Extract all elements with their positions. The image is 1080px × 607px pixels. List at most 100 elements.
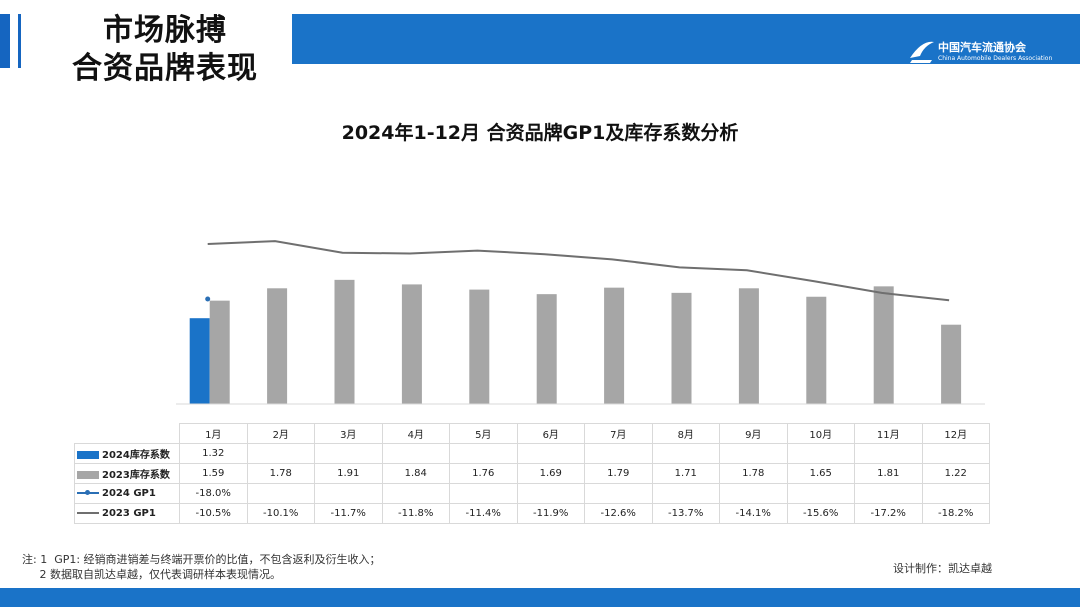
table-cell bbox=[381, 443, 450, 464]
table-cell: -14.1% bbox=[719, 503, 788, 524]
table-cell bbox=[651, 483, 720, 504]
table-cell bbox=[921, 483, 990, 504]
table-cell: -13.7% bbox=[651, 503, 720, 524]
table-cell: 1.81 bbox=[854, 463, 923, 484]
table-cell: -11.7% bbox=[314, 503, 383, 524]
table-cell: -11.4% bbox=[449, 503, 518, 524]
page-title-line1: 市场脉搏 bbox=[103, 13, 227, 48]
accent-bar bbox=[0, 14, 10, 68]
month-label: 7月 bbox=[584, 423, 653, 444]
table-cell bbox=[449, 443, 518, 464]
page-title: 市场脉搏 合资品牌表现 bbox=[40, 12, 290, 88]
table-header-row: 1月 2月 3月 4月 5月 6月 7月 8月 9月 10月 11月 12月 bbox=[74, 423, 990, 444]
table-cell: -10.5% bbox=[179, 503, 248, 524]
bar-2024-1 bbox=[189, 318, 210, 404]
table-cell: 1.84 bbox=[381, 463, 450, 484]
table-cell: 1.22 bbox=[921, 463, 990, 484]
table-cell bbox=[246, 443, 315, 464]
legend-key-bar bbox=[77, 451, 99, 459]
bar-2023-12 bbox=[941, 324, 962, 404]
table-cell bbox=[516, 483, 585, 504]
legend-entry: 2024库存系数 bbox=[74, 443, 180, 464]
legend-label: 2023 GP1 bbox=[102, 508, 156, 519]
month-label: 6月 bbox=[516, 423, 585, 444]
table-cell: 1.78 bbox=[246, 463, 315, 484]
month-label: 5月 bbox=[449, 423, 518, 444]
table-cell: 1.71 bbox=[651, 463, 720, 484]
table-cell bbox=[314, 443, 383, 464]
table-cell bbox=[854, 443, 923, 464]
bar-2023-5 bbox=[469, 289, 490, 404]
table-cell: 1.69 bbox=[516, 463, 585, 484]
month-label: 4月 bbox=[381, 423, 450, 444]
table-cell bbox=[786, 443, 855, 464]
legend-key-dotline bbox=[77, 490, 99, 495]
table-row: 2024 GP1 -18.0% bbox=[74, 483, 990, 504]
month-label: 1月 bbox=[179, 423, 248, 444]
table-cell bbox=[449, 483, 518, 504]
accent-bar-thin bbox=[18, 14, 21, 68]
point-2024-gp1-1 bbox=[205, 296, 211, 302]
table-row: 2023库存系数 1.59 1.78 1.91 1.84 1.76 1.69 1.79 1.71… bbox=[74, 463, 990, 484]
table-cell bbox=[516, 443, 585, 464]
table-row: 2023 GP1 -10.5% -10.1% -11.7% -11.8% -11.4% -1… bbox=[74, 503, 990, 524]
month-label: 2月 bbox=[246, 423, 315, 444]
legend-entry: 2024 GP1 bbox=[74, 483, 180, 504]
table-cell bbox=[651, 443, 720, 464]
table-row: 2024库存系数 1.32 bbox=[74, 443, 990, 464]
table-cell: 1.65 bbox=[786, 463, 855, 484]
data-table: 1月 2月 3月 4月 5月 6月 7月 8月 9月 10月 11月 12月 2024库存系数 1.32 2… bbox=[74, 423, 990, 524]
bar-2023-9 bbox=[738, 288, 759, 404]
table-cell bbox=[786, 483, 855, 504]
legend-entry: 2023库存系数 bbox=[74, 463, 180, 484]
legend-label: 2024库存系数 bbox=[102, 450, 170, 461]
bar-2023-11 bbox=[873, 286, 894, 404]
table-cell: 1.91 bbox=[314, 463, 383, 484]
bar-2023-2 bbox=[267, 288, 288, 404]
table-cell: -10.1% bbox=[246, 503, 315, 524]
table-cell: 1.32 bbox=[179, 443, 248, 464]
footnote-line2: 2 数据取自凯达卓越，仅代表调研样本表现情况。 bbox=[22, 568, 281, 581]
footnote: 注: 1 GP1: 经销商进销差与终端开票价的比值，不包含返利及衍生收入； 2 … bbox=[22, 552, 381, 582]
table-cell bbox=[854, 483, 923, 504]
table-cell bbox=[719, 483, 788, 504]
bar-2023-7 bbox=[604, 287, 625, 404]
legend-key-line bbox=[77, 512, 99, 514]
month-label: 12月 bbox=[921, 423, 990, 444]
month-label: 9月 bbox=[719, 423, 788, 444]
cada-logo-icon bbox=[910, 41, 934, 63]
table-cell bbox=[719, 443, 788, 464]
bar-2023-6 bbox=[536, 294, 557, 404]
table-cell: 1.79 bbox=[584, 463, 653, 484]
month-label: 11月 bbox=[854, 423, 923, 444]
table-cell: -15.6% bbox=[786, 503, 855, 524]
table-cell bbox=[921, 443, 990, 464]
line-2023-gp1 bbox=[207, 240, 950, 302]
legend-label: 2024 GP1 bbox=[102, 488, 156, 499]
table-cell: -17.2% bbox=[854, 503, 923, 524]
table-corner bbox=[74, 423, 180, 444]
legend-key-bar bbox=[77, 471, 99, 479]
bar-2023-10 bbox=[806, 296, 827, 404]
chart-title: 2024年1-12月 合资品牌GP1及库存系数分析 bbox=[341, 122, 739, 144]
table-cell bbox=[584, 443, 653, 464]
design-credit: 设计制作：凯达卓越 bbox=[893, 562, 992, 575]
bar-2023-8 bbox=[671, 292, 692, 404]
legend-label: 2023库存系数 bbox=[102, 470, 170, 481]
table-cell: 1.76 bbox=[449, 463, 518, 484]
page-title-line2: 合资品牌表现 bbox=[72, 51, 258, 86]
month-label: 8月 bbox=[651, 423, 720, 444]
logo-text-en: China Automobile Dealers Association bbox=[938, 55, 1053, 62]
bar-2023-3 bbox=[334, 279, 355, 404]
table-cell bbox=[246, 483, 315, 504]
table-cell bbox=[381, 483, 450, 504]
month-label: 3月 bbox=[314, 423, 383, 444]
table-cell: -11.8% bbox=[381, 503, 450, 524]
table-cell: 1.59 bbox=[179, 463, 248, 484]
table-cell: -11.9% bbox=[516, 503, 585, 524]
month-label: 10月 bbox=[786, 423, 855, 444]
footnote-line1: 注: 1 GP1: 经销商进销差与终端开票价的比值，不包含返利及衍生收入； bbox=[22, 553, 381, 566]
logo-text-cn: 中国汽车流通协会 bbox=[938, 41, 1026, 54]
header-band: 中国汽车流通协会 China Automobile Dealers Associ… bbox=[292, 14, 1080, 64]
